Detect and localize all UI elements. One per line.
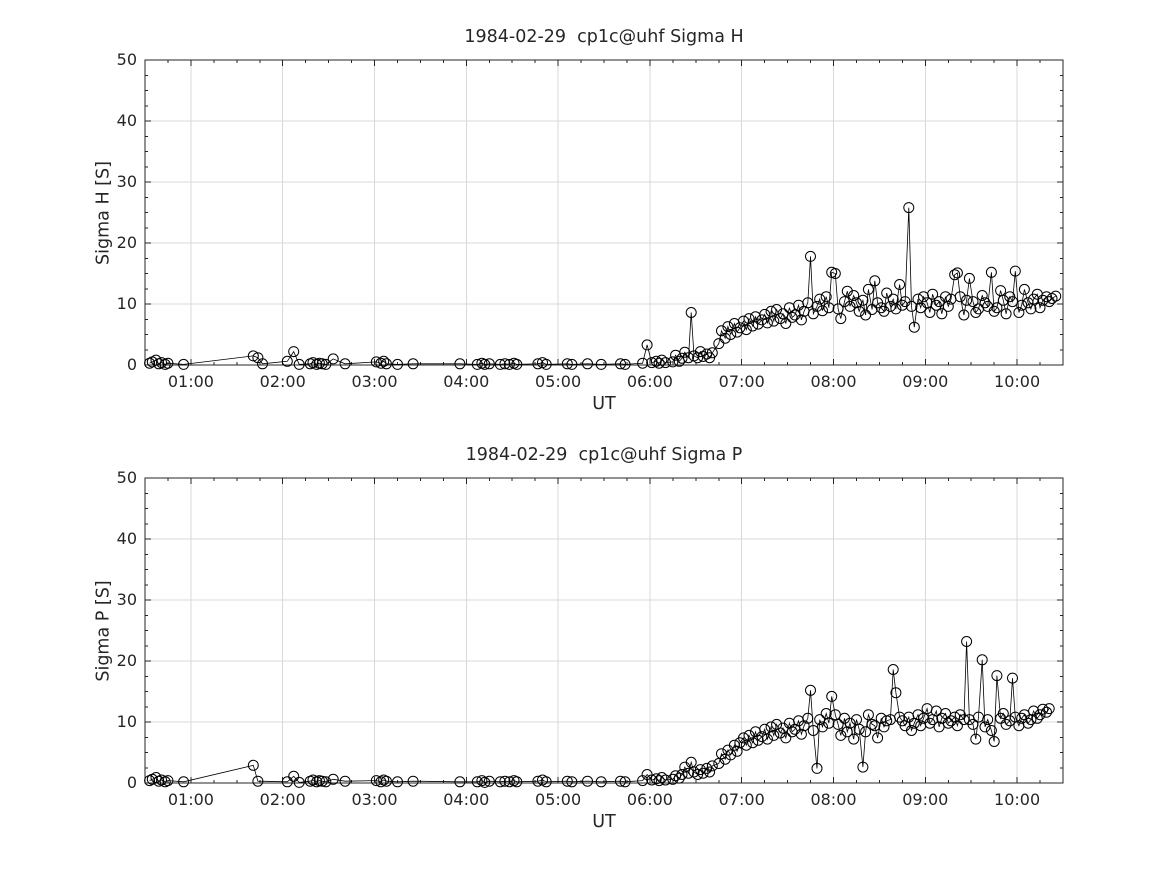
data-markers — [144, 636, 1055, 788]
axis-ticks — [144, 59, 1064, 366]
x-axis-label-top: UT — [592, 394, 616, 414]
svg-text:03:00: 03:00 — [351, 372, 397, 391]
svg-text:02:00: 02:00 — [260, 790, 306, 809]
svg-text:08:00: 08:00 — [810, 790, 856, 809]
svg-text:10: 10 — [117, 712, 137, 731]
svg-text:09:00: 09:00 — [902, 372, 948, 391]
chart-sigma-h: 01:00 02:00 03:00 04:00 05:00 06:00 07:00 08:00… — [117, 50, 1064, 391]
y-axis-label-sigma-h: Sigma H [S] — [93, 161, 114, 265]
svg-text:10: 10 — [117, 294, 137, 313]
data-markers — [144, 202, 1062, 370]
tick-labels: 01:00 02:00 03:00 04:00 05:00 06:00 07:00 08:00… — [117, 468, 1041, 809]
svg-text:05:00: 05:00 — [535, 790, 581, 809]
gridlines — [145, 477, 1063, 784]
svg-text:03:00: 03:00 — [351, 790, 397, 809]
svg-text:40: 40 — [117, 529, 137, 548]
svg-text:05:00: 05:00 — [535, 372, 581, 391]
svg-text:40: 40 — [117, 111, 137, 130]
data-line — [149, 207, 1056, 365]
svg-text:01:00: 01:00 — [168, 372, 214, 391]
svg-text:30: 30 — [117, 172, 137, 191]
y-axis-label-sigma-p: Sigma P [S] — [93, 580, 114, 682]
svg-text:20: 20 — [117, 233, 137, 252]
svg-text:01:00: 01:00 — [168, 790, 214, 809]
svg-text:04:00: 04:00 — [443, 790, 489, 809]
svg-text:10:00: 10:00 — [994, 790, 1040, 809]
svg-text:50: 50 — [117, 50, 137, 69]
svg-text:50: 50 — [117, 468, 137, 487]
svg-text:0: 0 — [127, 773, 137, 792]
svg-text:10:00: 10:00 — [994, 372, 1040, 391]
chart-title-sigma-p: 1984-02-29 cp1c@uhf Sigma P — [465, 445, 743, 465]
svg-text:07:00: 07:00 — [719, 372, 765, 391]
x-axis-label-bottom: UT — [592, 812, 616, 832]
svg-text:07:00: 07:00 — [719, 790, 765, 809]
svg-text:02:00: 02:00 — [260, 372, 306, 391]
svg-text:09:00: 09:00 — [902, 790, 948, 809]
tick-labels: 01:00 02:00 03:00 04:00 05:00 06:00 07:00 08:00… — [117, 50, 1041, 391]
svg-text:06:00: 06:00 — [627, 372, 673, 391]
svg-text:20: 20 — [117, 651, 137, 670]
svg-text:30: 30 — [117, 590, 137, 609]
svg-text:06:00: 06:00 — [627, 790, 673, 809]
chart-sigma-p: 01:00 02:00 03:00 04:00 05:00 06:00 07:00 08:00… — [117, 468, 1064, 809]
svg-text:0: 0 — [127, 355, 137, 374]
svg-text:04:00: 04:00 — [443, 372, 489, 391]
axis-ticks — [144, 477, 1064, 784]
svg-text:08:00: 08:00 — [810, 372, 856, 391]
chart-title-sigma-h: 1984-02-29 cp1c@uhf Sigma H — [464, 27, 744, 47]
gridlines — [145, 59, 1063, 366]
